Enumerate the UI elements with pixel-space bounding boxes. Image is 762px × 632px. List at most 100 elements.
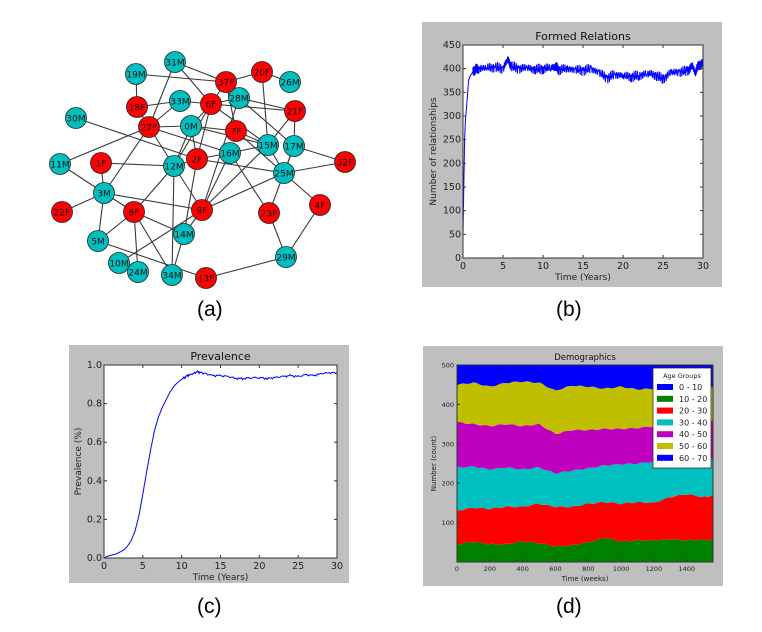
- area-30-40: [457, 458, 713, 511]
- y-axis-label: Number of relationships: [429, 97, 439, 205]
- node-13f: 13F: [195, 267, 217, 289]
- x-tick-label: 20: [253, 561, 265, 572]
- edge: [118, 209, 203, 264]
- svg-text:37F: 37F: [218, 79, 235, 89]
- edge: [210, 103, 296, 112]
- svg-text:11M: 11M: [50, 161, 69, 171]
- area-60-70: [457, 365, 713, 391]
- x-tick-label: 1400: [678, 565, 695, 573]
- x-tick-label: 5: [500, 261, 506, 272]
- node-9f: 9F: [191, 199, 213, 221]
- svg-text:5M: 5M: [91, 238, 105, 248]
- y-tick-label: 0.8: [87, 399, 102, 410]
- area-20-30: [457, 494, 713, 547]
- legend-swatch: [657, 395, 673, 402]
- x-tick-label: 5: [140, 561, 146, 572]
- node-11m: 11M: [49, 153, 71, 175]
- node-16m: 16M: [219, 142, 241, 164]
- legend-label: 40 - 50: [679, 430, 707, 439]
- node-29m: 29M: [275, 246, 297, 268]
- network-graph-panel: 0M 1F 2F 3M 4F 5M 6F 7F 8F 9F 10M 11M 12M 13F 14M 15M 16…: [0, 0, 380, 300]
- x-tick-label: 0: [101, 561, 107, 572]
- node-3m: 3M: [93, 182, 115, 204]
- legend-title: Age Groups: [663, 372, 701, 380]
- series-line: [462, 56, 704, 235]
- chart-title: Formed Relations: [535, 30, 631, 43]
- svg-text:15M: 15M: [258, 142, 277, 152]
- svg-text:13F: 13F: [198, 275, 215, 285]
- node-25m: 25M: [273, 162, 295, 184]
- y-tick-label: 0.0: [87, 553, 102, 564]
- legend-swatch: [657, 454, 673, 461]
- x-tick-label: 15: [577, 261, 589, 272]
- edge: [100, 162, 175, 167]
- node-21f: 21F: [284, 100, 306, 122]
- edge: [103, 126, 150, 194]
- legend-swatch: [657, 407, 673, 414]
- x-tick-label: 0: [460, 261, 466, 272]
- svg-text:20F: 20F: [254, 69, 271, 79]
- y-tick-label: 400: [442, 401, 454, 409]
- node-0m: 0M: [180, 115, 202, 137]
- edge: [201, 172, 285, 211]
- x-tick-label: 1200: [646, 565, 663, 573]
- node-37f: 37F: [215, 71, 237, 93]
- node-34m: 34M: [161, 264, 183, 286]
- legend-label: 0 - 10: [679, 383, 702, 392]
- y-axis-label: Prevalence (%): [74, 428, 84, 496]
- edge: [97, 240, 207, 279]
- legend-label: 10 - 20: [679, 395, 707, 404]
- edge: [148, 126, 231, 154]
- chart-title: Demographics: [554, 353, 616, 363]
- node-5m: 5M: [87, 230, 109, 252]
- node-26m: 26M: [279, 71, 301, 93]
- area-10-20: [457, 538, 713, 562]
- x-tick-label: 25: [657, 261, 669, 272]
- svg-text:14M: 14M: [174, 231, 193, 241]
- x-axis-label: Time (weeks): [561, 575, 609, 583]
- svg-text:2F: 2F: [192, 156, 203, 166]
- legend-swatch: [657, 431, 673, 438]
- y-tick-label: 100: [443, 206, 461, 217]
- caption-c: (c): [197, 595, 222, 618]
- svg-text:6F: 6F: [206, 101, 217, 111]
- demographics-chart: Demographics 0 200 400 600 800 1000 1200 1400 100…: [430, 353, 714, 583]
- y-tick-label: 200: [443, 158, 461, 169]
- x-tick-label: 600: [549, 565, 561, 573]
- svg-text:25M: 25M: [274, 170, 293, 180]
- svg-text:8F: 8F: [129, 209, 140, 219]
- svg-text:19M: 19M: [126, 71, 145, 81]
- node-28m: 28M: [228, 87, 250, 109]
- svg-text:33M: 33M: [170, 98, 189, 108]
- edge: [183, 158, 198, 235]
- svg-text:26M: 26M: [280, 79, 299, 89]
- svg-text:34M: 34M: [162, 272, 181, 282]
- node-17m: 17M: [283, 135, 305, 157]
- edge: [148, 61, 176, 128]
- legend-label: 20 - 30: [679, 407, 707, 416]
- node-7f: 7F: [225, 120, 247, 142]
- node-23f: 23F: [258, 202, 280, 224]
- svg-text:28M: 28M: [229, 95, 248, 105]
- edge: [238, 97, 295, 147]
- caption-b: (b): [556, 298, 582, 321]
- y-tick-label: 300: [443, 111, 461, 122]
- edge: [201, 144, 269, 211]
- demographics-chart-frame: Demographics 0 200 400 600 800 1000 1200 1400 100…: [423, 346, 723, 586]
- x-tick-label: 25: [292, 561, 304, 572]
- y-tick-label: 1.0: [87, 360, 102, 371]
- y-tick-label: 0.2: [87, 514, 102, 525]
- node-1f: 1F: [90, 152, 112, 174]
- x-tick-label: 1000: [613, 565, 630, 573]
- y-tick-label: 50: [449, 229, 461, 240]
- legend-label: 60 - 70: [679, 454, 707, 463]
- x-tick-label: 800: [582, 565, 594, 573]
- node-14m: 14M: [173, 223, 195, 245]
- node-18f: 18F: [126, 96, 148, 118]
- y-tick-label: 0.4: [87, 476, 102, 487]
- node-31m: 31M: [164, 51, 186, 73]
- y-tick-label: 300: [442, 440, 454, 448]
- x-axis-label: Time (Years): [192, 573, 249, 583]
- area-40-50: [457, 420, 713, 474]
- legend-swatch: [657, 419, 673, 426]
